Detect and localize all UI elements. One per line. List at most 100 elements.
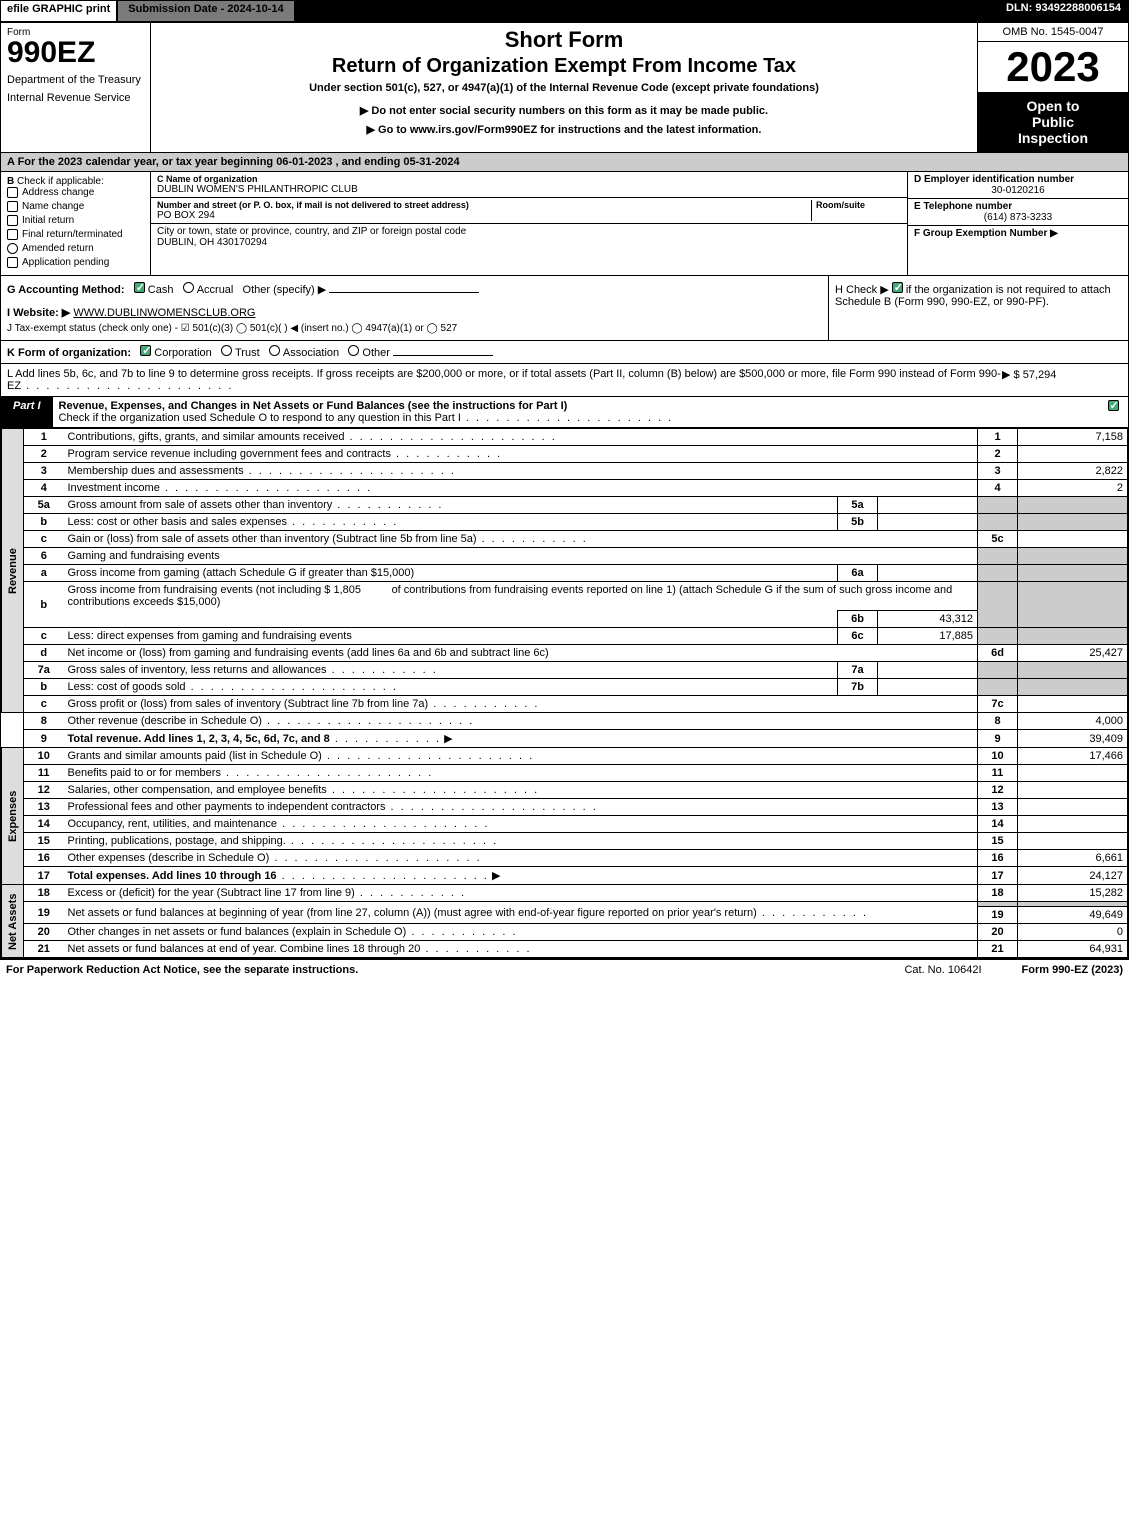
h-checkbox[interactable] [892, 282, 903, 293]
website-value[interactable]: WWW.DUBLINWOMENSCLUB.ORG [73, 307, 255, 319]
ein-label: D Employer identification number [914, 174, 1074, 185]
k-trust-radio[interactable] [221, 345, 232, 356]
netassets-sidelabel: Net Assets [2, 885, 24, 958]
table-row: 14 Occupancy, rent, utilities, and maint… [2, 816, 1128, 833]
column-b: B Check if applicable: Address change Na… [1, 172, 151, 275]
addr-block: Number and street (or P. O. box, if mail… [151, 198, 907, 224]
goto-link[interactable]: ▶ Go to www.irs.gov/Form990EZ for instru… [159, 123, 969, 136]
k-other-label: Other [362, 347, 390, 359]
form-number: 990EZ [7, 38, 144, 68]
footer-left: For Paperwork Reduction Act Notice, see … [6, 964, 904, 976]
open-line1: Open to [982, 98, 1124, 114]
table-row: b Less: cost of goods sold 7b [2, 679, 1128, 696]
row-a-calendar-year: A For the 2023 calendar year, or tax yea… [1, 153, 1128, 172]
k-trust-label: Trust [235, 347, 260, 359]
name-change-checkbox[interactable] [7, 201, 18, 212]
do-not-note: ▶ Do not enter social security numbers o… [159, 104, 969, 117]
tax-year: 2023 [978, 42, 1128, 92]
row-k: K Form of organization: Corporation Trus… [1, 341, 1128, 364]
g-label: G Accounting Method: [7, 284, 125, 296]
omb-number: OMB No. 1545-0047 [978, 23, 1128, 42]
address-change-label: Address change [22, 187, 94, 198]
address-change-checkbox[interactable] [7, 187, 18, 198]
b-letter: B [7, 176, 14, 187]
amended-return-radio[interactable] [7, 243, 18, 254]
dept-treasury: Department of the Treasury [7, 74, 144, 86]
header-center: Short Form Return of Organization Exempt… [151, 23, 978, 152]
open-line2: Public [982, 114, 1124, 130]
part1-title: Revenue, Expenses, and Changes in Net As… [53, 397, 1098, 427]
revenue-sidelabel: Revenue [2, 429, 24, 713]
ein-block: D Employer identification number 30-0120… [908, 172, 1128, 199]
table-row: 3 Membership dues and assessments 3 2,82… [2, 463, 1128, 480]
footer-center: Cat. No. 10642I [904, 964, 981, 976]
k-assoc-label: Association [283, 347, 339, 359]
table-row: 8 Other revenue (describe in Schedule O)… [2, 713, 1128, 730]
row-l: L Add lines 5b, 6c, and 7b to line 9 to … [1, 364, 1128, 397]
org-name-label: C Name of organization [157, 174, 901, 184]
k-other-line[interactable] [393, 355, 493, 356]
expenses-sidelabel: Expenses [2, 748, 24, 885]
table-row: 5a Gross amount from sale of assets othe… [2, 497, 1128, 514]
k-other-radio[interactable] [348, 345, 359, 356]
check-if-applicable: Check if applicable: [17, 176, 104, 187]
i-label: I Website: ▶ [7, 307, 70, 319]
initial-return-label: Initial return [22, 215, 74, 226]
tel-block: E Telephone number (614) 873-3233 [908, 199, 1128, 226]
line-rn: 1 [978, 429, 1018, 446]
dept-irs: Internal Revenue Service [7, 92, 144, 104]
tel-value: (614) 873-3233 [914, 212, 1122, 223]
addr-label: Number and street (or P. O. box, if mail… [157, 200, 811, 210]
org-name-block: C Name of organization DUBLIN WOMEN'S PH… [151, 172, 907, 198]
row-gh: G Accounting Method: Cash Accrual Other … [1, 276, 1128, 341]
k-assoc-radio[interactable] [269, 345, 280, 356]
table-row: c Gain or (loss) from sale of assets oth… [2, 531, 1128, 548]
tel-label: E Telephone number [914, 201, 1012, 212]
k-corp-label: Corporation [154, 347, 211, 359]
other-specify-line[interactable] [329, 292, 479, 293]
form-outer: Form 990EZ Department of the Treasury In… [0, 22, 1129, 959]
table-row: 17 Total expenses. Add lines 10 through … [2, 867, 1128, 885]
table-row: 7a Gross sales of inventory, less return… [2, 662, 1128, 679]
top-bar: efile GRAPHIC print Submission Date - 20… [0, 0, 1129, 22]
org-name-value: DUBLIN WOMEN'S PHILANTHROPIC CLUB [157, 184, 901, 195]
line-desc: Contributions, gifts, grants, and simila… [64, 429, 978, 446]
final-return-checkbox[interactable] [7, 229, 18, 240]
initial-return-checkbox[interactable] [7, 215, 18, 226]
efile-label: efile GRAPHIC print [0, 0, 117, 22]
accrual-radio[interactable] [183, 282, 194, 293]
table-row: 2 Program service revenue including gove… [2, 446, 1128, 463]
l-amount: ▶ $ 57,294 [1002, 368, 1122, 392]
table-row: 20 Other changes in net assets or fund b… [2, 924, 1128, 941]
line-amt: 7,158 [1018, 429, 1128, 446]
table-row: 6b 43,312 [2, 611, 1128, 628]
column-g: G Accounting Method: Cash Accrual Other … [1, 276, 828, 340]
open-line3: Inspection [982, 130, 1124, 146]
table-row: 15 Printing, publications, postage, and … [2, 833, 1128, 850]
room-label: Room/suite [816, 200, 901, 210]
city-value: DUBLIN, OH 430170294 [157, 237, 901, 248]
table-row: Expenses 10 Grants and similar amounts p… [2, 748, 1128, 765]
amended-return-label: Amended return [22, 243, 94, 254]
table-row: 6 Gaming and fundraising events [2, 548, 1128, 565]
footer-right: Form 990-EZ (2023) [1022, 964, 1123, 976]
submission-date: Submission Date - 2024-10-14 [117, 0, 294, 22]
city-label: City or town, state or province, country… [157, 226, 901, 237]
cash-checkbox[interactable] [134, 282, 145, 293]
table-row: 9 Total revenue. Add lines 1, 2, 3, 4, 5… [2, 730, 1128, 748]
dln-label: DLN: 93492288006154 [998, 0, 1129, 22]
header-row: Form 990EZ Department of the Treasury In… [1, 23, 1128, 153]
column-c: C Name of organization DUBLIN WOMEN'S PH… [151, 172, 908, 275]
group-exemption-label: F Group Exemption Number ▶ [914, 228, 1058, 239]
header-right: OMB No. 1545-0047 2023 Open to Public In… [978, 23, 1128, 152]
part1-checkbox[interactable] [1108, 400, 1119, 411]
column-h: H Check ▶ if the organization is not req… [828, 276, 1128, 340]
table-row: 12 Salaries, other compensation, and emp… [2, 782, 1128, 799]
short-form-title: Short Form [159, 27, 969, 53]
k-corp-checkbox[interactable] [140, 345, 151, 356]
part1-check [1098, 397, 1128, 427]
header-left: Form 990EZ Department of the Treasury In… [1, 23, 151, 152]
accrual-label: Accrual [197, 284, 234, 296]
application-pending-checkbox[interactable] [7, 257, 18, 268]
other-label: Other (specify) ▶ [243, 284, 327, 296]
